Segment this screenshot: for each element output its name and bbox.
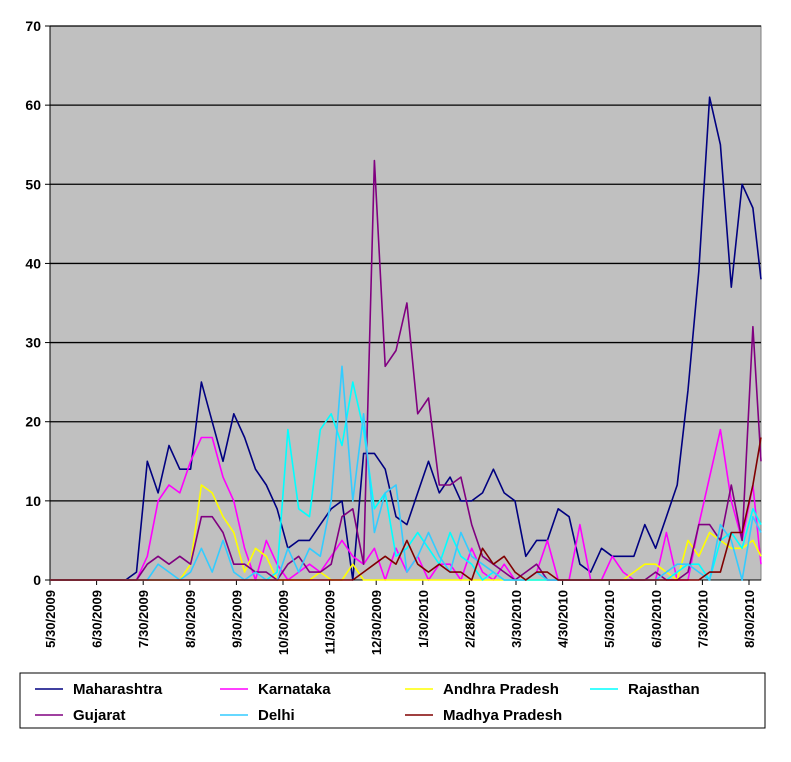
x-tick-label: 7/30/2009 (136, 590, 151, 648)
series-line-madhya-pradesh (50, 437, 762, 581)
y-tick-label: 20 (25, 414, 41, 430)
x-tick-label: 11/30/2009 (323, 590, 338, 654)
x-tick-label: 1/30/2010 (416, 590, 431, 648)
series-line-andhra-pradesh (50, 484, 762, 581)
x-tick-label: 8/30/2009 (183, 590, 198, 648)
x-tick-label: 5/30/2010 (602, 590, 617, 648)
legend-label: Andhra Pradesh (443, 681, 559, 698)
y-tick-label: 0 (33, 572, 41, 588)
x-tick-label: 6/30/2009 (90, 590, 105, 648)
plot-area (49, 25, 762, 581)
x-tick-label: 6/30/2010 (649, 590, 664, 648)
y-tick-label: 30 (25, 335, 41, 351)
y-tick-label: 10 (25, 493, 41, 509)
x-tick-label: 10/30/2009 (276, 590, 291, 655)
x-tick-label: 7/30/2010 (695, 590, 710, 648)
x-tick-label: 5/30/2009 (43, 590, 58, 648)
legend (19, 672, 766, 729)
x-tick-label: 9/30/2009 (229, 590, 244, 648)
x-tick-label: 12/30/2009 (369, 590, 384, 655)
legend-label: Madhya Pradesh (443, 707, 562, 724)
legend-label: Maharashtra (73, 681, 163, 698)
y-tick-label: 60 (25, 97, 41, 113)
legend-label: Gujarat (73, 707, 126, 724)
x-tick-label: 4/30/2010 (556, 590, 571, 648)
series-line-gujarat (50, 159, 762, 581)
x-tick-label: 2/28/2010 (462, 590, 477, 648)
x-tick-label: 3/30/2010 (509, 590, 524, 648)
legend-label: Rajasthan (628, 681, 700, 698)
legend-label: Karnataka (258, 681, 331, 698)
y-tick-label: 50 (25, 176, 41, 192)
x-tick-label: 8/30/2010 (742, 590, 757, 648)
y-tick-label: 70 (25, 18, 41, 34)
y-tick-label: 40 (25, 255, 41, 271)
series-line-maharashtra (50, 96, 762, 581)
legend-label: Delhi (258, 707, 295, 724)
